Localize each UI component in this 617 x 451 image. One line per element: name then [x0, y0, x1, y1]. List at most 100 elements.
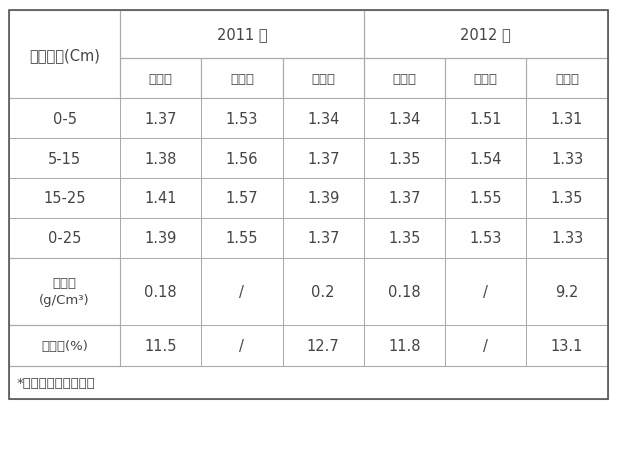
Text: 0.18: 0.18	[144, 284, 177, 299]
Text: 11.5: 11.5	[144, 338, 177, 354]
Bar	[201, 99, 283, 139]
Bar	[445, 258, 526, 326]
Text: 1.33: 1.33	[551, 151, 583, 166]
Bar	[120, 59, 201, 99]
Bar	[201, 218, 283, 258]
Bar	[526, 258, 608, 326]
Bar	[9, 179, 120, 218]
Bar	[445, 59, 526, 99]
Bar	[364, 258, 445, 326]
Text: 1.34: 1.34	[388, 111, 421, 127]
Text: 15-25: 15-25	[43, 191, 86, 206]
Text: 土层深度(Cm): 土层深度(Cm)	[29, 48, 100, 63]
Text: 全松耕: 全松耕	[555, 73, 579, 85]
Text: 降低量
(g/Cm³): 降低量 (g/Cm³)	[39, 277, 90, 307]
Text: 1.35: 1.35	[388, 151, 421, 166]
Text: *测土撞容重环刀法。: *测土撞容重环刀法。	[17, 376, 96, 389]
Bar	[9, 11, 120, 99]
Bar	[120, 11, 364, 59]
Bar	[201, 326, 283, 366]
Text: 0-25: 0-25	[48, 230, 81, 246]
Text: 2011 年: 2011 年	[217, 28, 267, 42]
Bar	[283, 258, 364, 326]
Bar	[9, 99, 120, 139]
Bar	[9, 11, 608, 399]
Text: 1.35: 1.35	[551, 191, 583, 206]
Bar	[364, 139, 445, 179]
Bar	[201, 179, 283, 218]
Bar	[9, 258, 120, 326]
Bar	[364, 11, 608, 59]
Bar	[120, 326, 201, 366]
Text: 1.37: 1.37	[307, 230, 339, 246]
Bar	[120, 139, 201, 179]
Bar	[283, 59, 364, 99]
Text: 13.1: 13.1	[551, 338, 583, 354]
Bar	[445, 326, 526, 366]
Bar	[9, 326, 120, 366]
Bar	[201, 59, 283, 99]
Bar	[526, 59, 608, 99]
Text: 9.2: 9.2	[555, 284, 579, 299]
Text: 1.39: 1.39	[144, 230, 177, 246]
Bar	[120, 99, 201, 139]
Text: /: /	[239, 338, 244, 354]
Text: 间松耕: 间松耕	[392, 73, 416, 85]
Text: /: /	[483, 284, 488, 299]
Bar	[445, 179, 526, 218]
Text: /: /	[483, 338, 488, 354]
Text: 1.37: 1.37	[144, 111, 177, 127]
Bar	[201, 139, 283, 179]
Text: 1.31: 1.31	[551, 111, 583, 127]
Text: 常规耕: 常规耕	[230, 73, 254, 85]
Text: 1.55: 1.55	[470, 191, 502, 206]
Text: 1.34: 1.34	[307, 111, 339, 127]
Text: 11.8: 11.8	[388, 338, 421, 354]
Bar	[120, 179, 201, 218]
Text: 1.54: 1.54	[470, 151, 502, 166]
Text: 1.35: 1.35	[388, 230, 421, 246]
Text: 0.2: 0.2	[312, 284, 335, 299]
Text: 1.51: 1.51	[470, 111, 502, 127]
Bar	[445, 139, 526, 179]
Bar	[526, 326, 608, 366]
Bar	[364, 179, 445, 218]
Text: 1.57: 1.57	[226, 191, 259, 206]
Text: 1.55: 1.55	[226, 230, 258, 246]
Bar	[526, 139, 608, 179]
Bar	[9, 139, 120, 179]
Text: 常规耕: 常规耕	[474, 73, 498, 85]
Text: 5-15: 5-15	[48, 151, 81, 166]
Text: 0.18: 0.18	[388, 284, 421, 299]
Bar	[201, 258, 283, 326]
Bar	[9, 366, 608, 399]
Text: 1.53: 1.53	[470, 230, 502, 246]
Text: 1.56: 1.56	[226, 151, 258, 166]
Text: 0-5: 0-5	[52, 111, 77, 127]
Bar	[526, 218, 608, 258]
Bar	[526, 179, 608, 218]
Bar	[445, 218, 526, 258]
Bar	[445, 99, 526, 139]
Text: 12.7: 12.7	[307, 338, 339, 354]
Text: 全松耕: 全松耕	[311, 73, 335, 85]
Text: 间松耕: 间松耕	[149, 73, 173, 85]
Bar	[364, 326, 445, 366]
Text: 1.37: 1.37	[388, 191, 421, 206]
Bar	[364, 99, 445, 139]
Bar	[283, 218, 364, 258]
Text: 2012 年: 2012 年	[460, 28, 511, 42]
Text: 1.39: 1.39	[307, 191, 339, 206]
Text: 1.53: 1.53	[226, 111, 258, 127]
Bar	[9, 218, 120, 258]
Bar	[120, 218, 201, 258]
Text: 1.41: 1.41	[144, 191, 177, 206]
Bar	[120, 258, 201, 326]
Bar	[283, 179, 364, 218]
Bar	[283, 326, 364, 366]
Text: 1.38: 1.38	[144, 151, 177, 166]
Text: 1.33: 1.33	[551, 230, 583, 246]
Bar	[364, 218, 445, 258]
Text: /: /	[239, 284, 244, 299]
Text: 降低率(%): 降低率(%)	[41, 340, 88, 352]
